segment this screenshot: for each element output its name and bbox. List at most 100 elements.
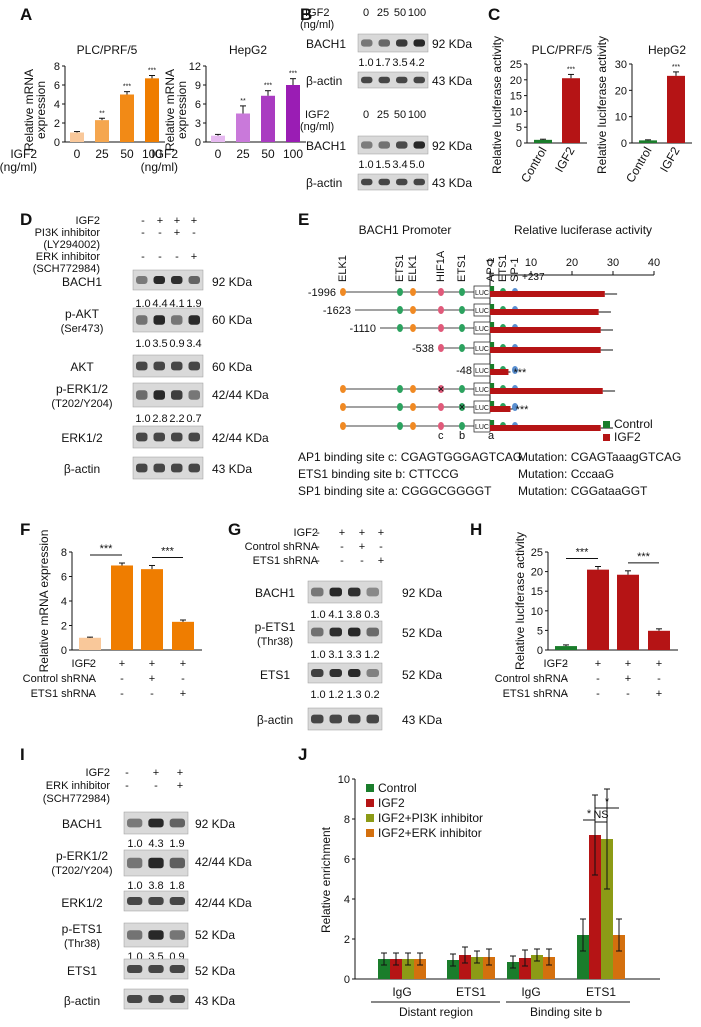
chart-c-plc: PLC/PRF/5 0 5 10 15 20 25 Control *** IGF2 Relativ… <box>490 36 593 185</box>
binding-site-marker <box>410 288 416 296</box>
fh-ytick-label: 4 <box>61 596 67 608</box>
quant-value: 4.1 <box>169 298 184 310</box>
bar <box>286 85 300 142</box>
blot-kda: 43 KDa <box>212 462 252 476</box>
x-tick-label: 0 <box>215 147 222 161</box>
legend-swatch <box>366 799 374 807</box>
i-blot-band <box>148 995 164 1003</box>
d-blot-membrane <box>132 425 204 449</box>
quant-value: 1.0 <box>310 609 325 621</box>
binding-site-marker <box>459 422 465 430</box>
quant-value: 0.3 <box>364 609 379 621</box>
d-treatment-label: IGF2 <box>76 215 100 227</box>
blot-name: β-actin <box>64 994 100 1008</box>
fh-ytick-label: 10 <box>531 606 543 618</box>
fh-treatment-mark: + <box>595 658 601 670</box>
fh-treatment-label: ETS1 shRNA <box>503 688 569 700</box>
dose-label: 50 <box>394 109 406 121</box>
luc-label: LUC <box>475 405 489 412</box>
d-treatment-label: (LY294002) <box>43 239 100 251</box>
fh-treatment-mark: - <box>88 688 92 700</box>
fh-treatment-mark: + <box>656 688 662 700</box>
actin-blot-membrane <box>357 173 429 191</box>
i-blot-band <box>148 818 164 828</box>
quant-value: 1.2 <box>328 689 343 701</box>
i-blot-band <box>169 897 185 905</box>
bar <box>483 957 495 979</box>
fh-treatment-mark: - <box>564 673 568 685</box>
legend-label: IGF2 <box>378 796 405 810</box>
a-ytick-label: 0 <box>195 137 201 149</box>
fh-ytick-label: 0 <box>537 645 543 657</box>
d-treatment-mark: + <box>191 215 197 227</box>
x-tick-label: 0 <box>487 257 493 269</box>
sig-label: * <box>605 796 610 808</box>
i-blot-band <box>127 818 143 828</box>
c-ytick-label: 10 <box>615 112 627 124</box>
j-ytick-label: 4 <box>344 894 350 906</box>
d-treatment-mark: + <box>157 215 163 227</box>
legend-swatch-control <box>603 421 610 428</box>
g-blot-band <box>348 714 361 724</box>
mutation-mark: × <box>458 400 465 414</box>
g-treatment-mark: + <box>339 527 345 539</box>
g-treatment-mark: + <box>378 555 384 567</box>
bar <box>577 935 589 979</box>
bach1-blot-membrane <box>357 33 429 53</box>
g-blot-band <box>329 627 342 637</box>
g-blot-band <box>311 627 324 637</box>
d-blot-membrane <box>132 354 204 378</box>
i-blot-band <box>169 857 185 869</box>
fh-ytick-label: 5 <box>537 625 543 637</box>
quant-value: 2.8 <box>152 413 167 425</box>
d-blot-band <box>153 361 165 371</box>
igf2-bar <box>490 388 603 394</box>
g-blot-band <box>311 714 324 724</box>
quant-value: 0.7 <box>186 413 201 425</box>
d-treatment-mark: - <box>175 251 179 263</box>
blot-treatment-unit: (ng/ml) <box>300 121 334 133</box>
luc-label: LUC <box>475 346 489 353</box>
sig-label: NS <box>593 809 608 821</box>
blot-kda: 92 KDa <box>432 37 472 51</box>
blot-name-sub: (Ser473) <box>61 323 104 335</box>
panel-label-f: F <box>20 520 30 539</box>
sequence-mutation: Mutation: CccaaG <box>518 467 614 481</box>
binding-site-marker <box>340 385 346 393</box>
x-tick-label: 50 <box>120 147 134 161</box>
g-blot-membrane <box>307 662 383 684</box>
site-letter: a <box>488 430 495 442</box>
control-bar <box>490 342 495 347</box>
blot-treatment-label: IGF2 <box>305 7 329 19</box>
legend-swatch <box>366 829 374 837</box>
g-blot-band <box>311 669 324 677</box>
bach1-blot-band <box>396 141 408 149</box>
bar <box>534 139 552 143</box>
binding-site-marker <box>340 422 346 430</box>
binding-site-marker <box>438 306 444 314</box>
binding-site-marker <box>410 324 416 332</box>
c-ytick-label: 25 <box>510 59 522 71</box>
blot-kda: 42/44 KDa <box>195 855 252 869</box>
igf2-bar <box>490 327 601 333</box>
legend-swatch <box>366 784 374 792</box>
binding-site-marker <box>340 288 346 296</box>
actin-blot-band <box>413 178 425 186</box>
i-treatment-mark: + <box>177 780 183 792</box>
fh-treatment-mark: - <box>657 673 661 685</box>
bar <box>648 630 670 650</box>
binding-site-marker <box>410 385 416 393</box>
bar <box>507 962 519 979</box>
x-tick-label: 100 <box>283 147 303 161</box>
g-treatment-mark: - <box>316 541 320 553</box>
blot-kda: 92 KDa <box>195 817 235 831</box>
binding-site-marker <box>410 422 416 430</box>
binding-site-marker <box>438 288 444 296</box>
blot-name: p-ETS1 <box>62 922 103 936</box>
j-ytick-label: 10 <box>338 774 350 786</box>
binding-site-marker <box>459 306 465 314</box>
g-blot-membrane <box>307 707 383 731</box>
fh-ytick-label: 8 <box>61 547 67 559</box>
g-treatment-mark: - <box>316 555 320 567</box>
